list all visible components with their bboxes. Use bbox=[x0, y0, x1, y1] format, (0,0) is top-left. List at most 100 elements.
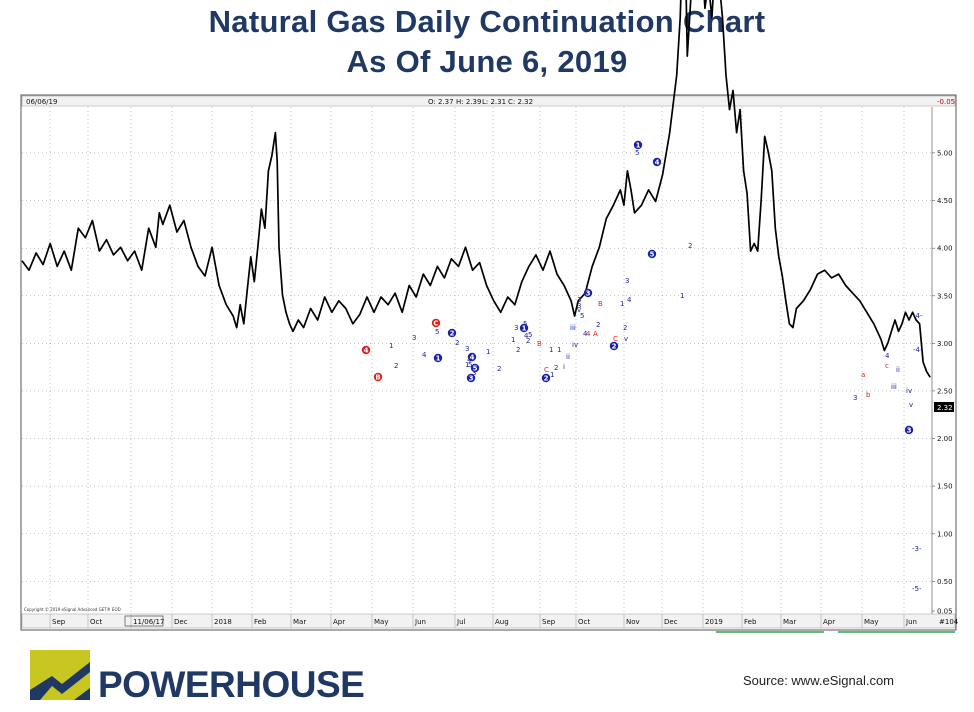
source-note: Source: www.eSignal.com bbox=[743, 673, 895, 688]
wave-label-blue: 5 bbox=[635, 149, 639, 157]
wave-marker-label: 1 bbox=[636, 142, 641, 150]
wave-label-red: 4 bbox=[586, 330, 591, 338]
wave-label-blue: -4- bbox=[913, 346, 923, 354]
x-tick-label: Feb bbox=[254, 618, 267, 626]
wave-label-blue: 3 bbox=[577, 302, 581, 310]
wave-label-blue: 2 bbox=[623, 324, 627, 332]
wave-label-red: c bbox=[885, 362, 889, 370]
brand-name: POWERHOUSE bbox=[98, 664, 365, 705]
y-tick-label: 0.05 bbox=[937, 608, 953, 616]
wave-label-blue: 3 bbox=[465, 345, 469, 353]
wave-marker-label: B bbox=[375, 374, 380, 382]
wave-label-red: C bbox=[613, 335, 618, 343]
info-open: O: 2.37 bbox=[428, 98, 454, 106]
x-axis: Sep Oct 11/06/17 Dec 2018 Feb Mar Apr May Jun Jul A… bbox=[49, 614, 959, 628]
y-tick-label: 4.50 bbox=[937, 197, 953, 205]
wave-label-blue: 1 bbox=[557, 346, 561, 354]
wave-label-blue: 2 bbox=[554, 364, 558, 372]
wave-label-red: A bbox=[593, 330, 598, 338]
wave-label-blue: 2 bbox=[516, 346, 520, 354]
price-series bbox=[21, 0, 931, 378]
wave-marker-label: 5 bbox=[650, 251, 655, 259]
wave-marker-circle bbox=[431, 318, 441, 328]
x-tick-label: Jun bbox=[905, 618, 917, 626]
wave-label-blue: 3 bbox=[625, 277, 629, 285]
wave-label-blue: 4 bbox=[627, 296, 632, 304]
x-tick-label: Apr bbox=[823, 618, 835, 626]
wave-label-blue: 4 bbox=[524, 332, 529, 340]
wave-label-blue: 1 bbox=[549, 346, 553, 354]
x-tick-label: Sep bbox=[542, 618, 556, 626]
wave-marker-circle bbox=[652, 157, 662, 167]
x-tick-label: Apr bbox=[333, 618, 345, 626]
wave-label-blue: 2 bbox=[596, 321, 600, 329]
wave-marker-label: 4 bbox=[364, 347, 369, 355]
wave-label-red: a bbox=[861, 371, 865, 379]
info-low: L: 2.31 bbox=[482, 98, 506, 106]
y-tick-label: 3.00 bbox=[937, 340, 953, 348]
wave-label-blue: 2 bbox=[394, 362, 398, 370]
wave-label-blue: iv bbox=[906, 387, 912, 395]
wave-label-blue: v bbox=[909, 401, 913, 409]
wave-label-blue: 4 bbox=[422, 351, 427, 359]
wave-marker-label: 2 bbox=[544, 375, 549, 383]
wave-label-red: B bbox=[598, 300, 603, 308]
wave-label-blue: 3 bbox=[472, 369, 476, 377]
wave-marker-label: C bbox=[433, 320, 438, 328]
x-tick-label: Feb bbox=[744, 618, 757, 626]
wave-label-blue: v bbox=[624, 335, 628, 343]
y-tick-label: 1.00 bbox=[937, 530, 953, 538]
wave-marker-label: 3 bbox=[907, 427, 912, 435]
last-price-tag bbox=[934, 402, 954, 412]
wave-label-blue: 3 bbox=[853, 394, 857, 402]
wave-label-blue: 5 bbox=[528, 331, 532, 339]
copyright-text: Copyright © 2019 eSignal Advanced GET® E… bbox=[24, 607, 121, 612]
wave-marker-label: 4 bbox=[470, 354, 475, 362]
wave-marker-circle bbox=[633, 140, 643, 150]
x-tick-label: Oct bbox=[90, 618, 102, 626]
info-change: -0.05 bbox=[937, 98, 955, 106]
x-tick-label: Jul bbox=[456, 618, 466, 626]
wave-marker-circle bbox=[541, 373, 551, 383]
y-tick-label: 4.00 bbox=[937, 245, 953, 253]
wave-marker-circle bbox=[647, 249, 657, 259]
wave-label-blue: 3 bbox=[514, 324, 518, 332]
x-date-box bbox=[124, 615, 164, 627]
y-tick-label: 5.00 bbox=[937, 149, 953, 157]
wave-marker-circle bbox=[447, 328, 457, 338]
x-tick-label: May bbox=[864, 618, 878, 626]
wave-label-blue: iii bbox=[570, 324, 576, 332]
wave-marker-label: 1 bbox=[522, 325, 527, 333]
x-tick-label: 2018 bbox=[214, 618, 232, 626]
grid bbox=[22, 107, 932, 614]
x-tick-label: Aug bbox=[495, 618, 509, 626]
wave-label-red: C bbox=[544, 366, 549, 374]
wave-label-blue: iii bbox=[891, 383, 897, 391]
y-axis: 5.00 4.50 4.00 3.50 3.00 2.50 2.00 1.50 1.00 0.50… bbox=[932, 149, 953, 616]
wave-label-blue: 5 bbox=[580, 312, 584, 320]
x-tick-label: Sep bbox=[52, 618, 66, 626]
wave-label-blue: 2 bbox=[497, 365, 501, 373]
wave-label-blue: 1 bbox=[389, 342, 393, 350]
wave-label-red: b bbox=[866, 391, 871, 399]
wave-label-blue: 1 bbox=[486, 348, 490, 356]
wave-label-blue: 3 bbox=[577, 296, 581, 304]
wave-marker-circle bbox=[433, 353, 443, 363]
x-tick-label: #104 bbox=[939, 618, 959, 626]
wave-label-blue: ii bbox=[566, 353, 570, 361]
wave-marker-circle bbox=[361, 345, 371, 355]
wave-marker-circle bbox=[470, 363, 480, 373]
wave-marker-label: 3 bbox=[469, 375, 474, 383]
x-axis-bar bbox=[21, 613, 956, 629]
wave-marker-label: 3 bbox=[586, 290, 591, 298]
wave-marker-label: 2 bbox=[450, 330, 455, 338]
wave-marker-circle bbox=[373, 372, 383, 382]
wave-label-blue: iv bbox=[572, 341, 578, 349]
wave-marker-circle bbox=[467, 352, 477, 362]
info-date: 06/06/19 bbox=[26, 98, 57, 106]
x-tick-label: Jun bbox=[414, 618, 426, 626]
wave-marker-label: 5 bbox=[473, 365, 478, 373]
plot-area bbox=[22, 107, 932, 614]
y-tick-label: 2.50 bbox=[937, 387, 953, 395]
